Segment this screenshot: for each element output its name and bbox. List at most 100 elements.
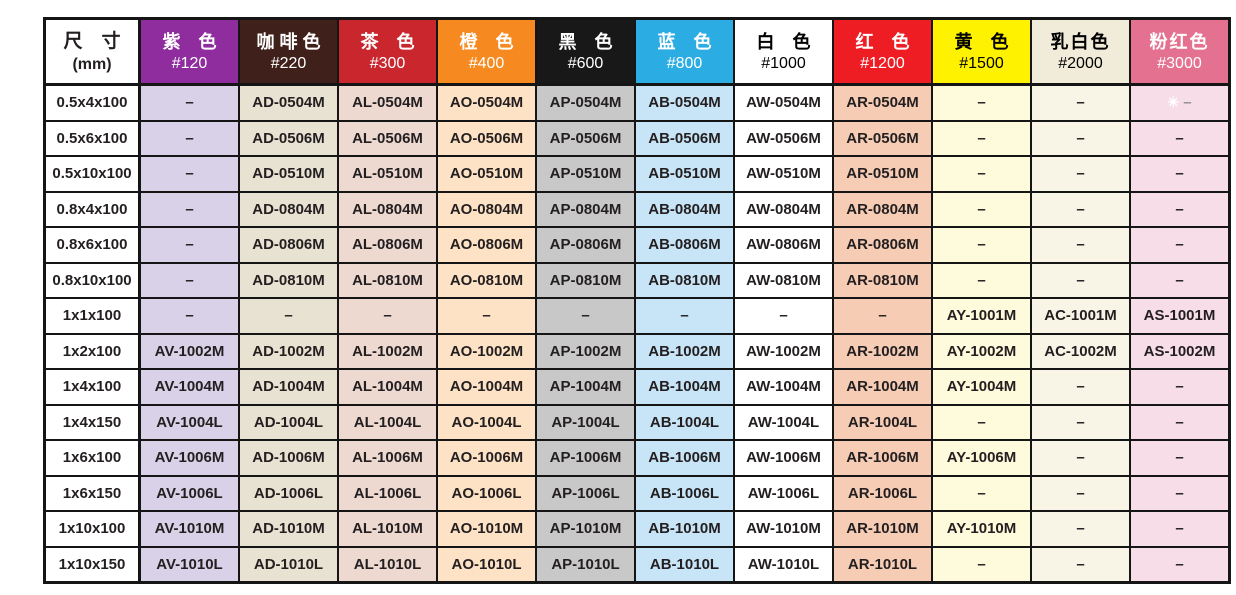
- column-grit: #2000: [1058, 55, 1103, 73]
- dash: –: [1175, 165, 1184, 183]
- column-grit: #1200: [860, 55, 905, 73]
- part-number-cell: AR-0510M: [832, 155, 933, 193]
- dash: –: [482, 307, 491, 325]
- dash: –: [581, 307, 590, 325]
- part-number-cell: AL-0804M: [337, 190, 438, 228]
- part-number-cell: AV-1004L: [138, 403, 240, 441]
- part-number-cell: AB-1002M: [634, 332, 735, 370]
- dash: –: [1076, 555, 1085, 573]
- table-row: 0.5x4x100 – AD-0504M AL-0504M AO-0504M AP-050…: [43, 83, 1231, 122]
- column-name: 紫 色: [162, 31, 217, 52]
- part-number-cell: AD-1004M: [238, 368, 339, 406]
- dash: –: [1076, 413, 1085, 431]
- part-number-cell: AB-0810M: [634, 261, 735, 299]
- dash: –: [284, 307, 293, 325]
- empty-cell: –: [1129, 190, 1231, 228]
- column-header-blue: 蓝 色 #800: [634, 17, 735, 86]
- empty-cell: –: [138, 190, 240, 228]
- empty-cell: –: [931, 403, 1032, 441]
- dash: –: [977, 484, 986, 502]
- dash: –: [977, 165, 986, 183]
- size-cell: 0.5x4x100: [43, 83, 141, 122]
- empty-cell: –: [138, 226, 240, 264]
- part-number-cell: AW-1010M: [733, 510, 834, 548]
- part-number-cell: AP-0810M: [535, 261, 636, 299]
- part-number-cell: AW-0806M: [733, 226, 834, 264]
- part-number-cell: AP-0504M: [535, 83, 636, 122]
- part-number-cell: AB-0806M: [634, 226, 735, 264]
- part-number-cell: AO-1004L: [436, 403, 537, 441]
- part-number-cell: AV-1010M: [138, 510, 240, 548]
- part-number-cell: AB-1006L: [634, 474, 735, 512]
- column-name: 咖 啡 色: [256, 31, 321, 52]
- column-name: 橙 色: [459, 31, 514, 52]
- part-number-cell: AD-1002M: [238, 332, 339, 370]
- special-marked-cell: ✳ –: [1129, 83, 1231, 122]
- part-number-cell: AR-1006M: [832, 439, 933, 477]
- part-number-cell: AD-1006M: [238, 439, 339, 477]
- empty-cell: –: [1030, 368, 1131, 406]
- empty-cell: –: [1129, 119, 1231, 157]
- part-number-cell: AD-0804M: [238, 190, 339, 228]
- part-number-cell: AB-0506M: [634, 119, 735, 157]
- empty-cell: –: [1129, 226, 1231, 264]
- empty-cell: –: [1030, 403, 1131, 441]
- dash: –: [977, 94, 986, 112]
- part-number-cell: AP-1010M: [535, 510, 636, 548]
- part-number-cell: AP-1004L: [535, 403, 636, 441]
- column-name: 红 色: [855, 31, 910, 52]
- dash: –: [185, 307, 194, 325]
- part-number-cell: AC-1001M: [1030, 297, 1131, 335]
- part-number-cell: AL-1010M: [337, 510, 438, 548]
- dash: –: [779, 307, 788, 325]
- product-table: 尺 寸 (mm) 紫 色 #120 咖 啡 色 #220 茶 色 #300 橙 色 #400 黑 色…: [43, 17, 1231, 584]
- empty-cell: –: [931, 474, 1032, 512]
- part-number-cell: AB-1004M: [634, 368, 735, 406]
- part-number-cell: AL-0504M: [337, 83, 438, 122]
- part-number-cell: AR-0806M: [832, 226, 933, 264]
- column-grit: #600: [567, 55, 604, 73]
- dash: –: [1179, 94, 1192, 112]
- empty-cell: –: [1030, 83, 1131, 122]
- column-name: 白 色: [756, 31, 811, 52]
- empty-cell: –: [1129, 439, 1231, 477]
- dash: –: [1076, 94, 1085, 112]
- empty-cell: –: [733, 297, 834, 335]
- part-number-cell: AV-1006L: [138, 474, 240, 512]
- dash: –: [185, 165, 194, 183]
- empty-cell: –: [238, 297, 339, 335]
- size-cell: 1x6x100: [43, 439, 141, 477]
- empty-cell: –: [1129, 155, 1231, 193]
- column-grit: #800: [666, 55, 703, 73]
- table-row: 0.5x6x100 – AD-0506M AL-0506M AO-0506M AP-050…: [43, 119, 1231, 157]
- empty-cell: –: [1129, 261, 1231, 299]
- column-grit: #400: [468, 55, 505, 73]
- part-number-cell: AB-0504M: [634, 83, 735, 122]
- table-body: 0.5x4x100 – AD-0504M AL-0504M AO-0504M AP-050…: [43, 83, 1231, 584]
- part-number-cell: AP-1006M: [535, 439, 636, 477]
- part-number-cell: AL-1002M: [337, 332, 438, 370]
- dash: –: [185, 200, 194, 218]
- part-number-cell: AW-1006M: [733, 439, 834, 477]
- empty-cell: –: [1030, 261, 1131, 299]
- part-number-cell: AL-1006M: [337, 439, 438, 477]
- dash: –: [977, 555, 986, 573]
- size-column-header: 尺 寸 (mm): [43, 17, 141, 86]
- part-number-cell: AR-1010M: [832, 510, 933, 548]
- table-row: 1x6x100 AV-1006M AD-1006M AL-1006M AO-1006M A…: [43, 439, 1231, 477]
- empty-cell: –: [138, 83, 240, 122]
- column-grit: #1500: [959, 55, 1004, 73]
- size-cell: 0.5x10x100: [43, 155, 141, 193]
- table-row: 0.8x4x100 – AD-0804M AL-0804M AO-0804M AP-080…: [43, 190, 1231, 228]
- part-number-cell: AB-0804M: [634, 190, 735, 228]
- empty-cell: –: [931, 226, 1032, 264]
- empty-cell: –: [1030, 474, 1131, 512]
- part-number-cell: AO-1002M: [436, 332, 537, 370]
- dash: –: [1175, 271, 1184, 289]
- part-number-cell: AB-1010L: [634, 545, 735, 584]
- part-number-cell: AB-1010M: [634, 510, 735, 548]
- empty-cell: –: [1129, 403, 1231, 441]
- dash: –: [1076, 449, 1085, 467]
- column-header-red: 红 色 #1200: [832, 17, 933, 86]
- empty-cell: –: [138, 261, 240, 299]
